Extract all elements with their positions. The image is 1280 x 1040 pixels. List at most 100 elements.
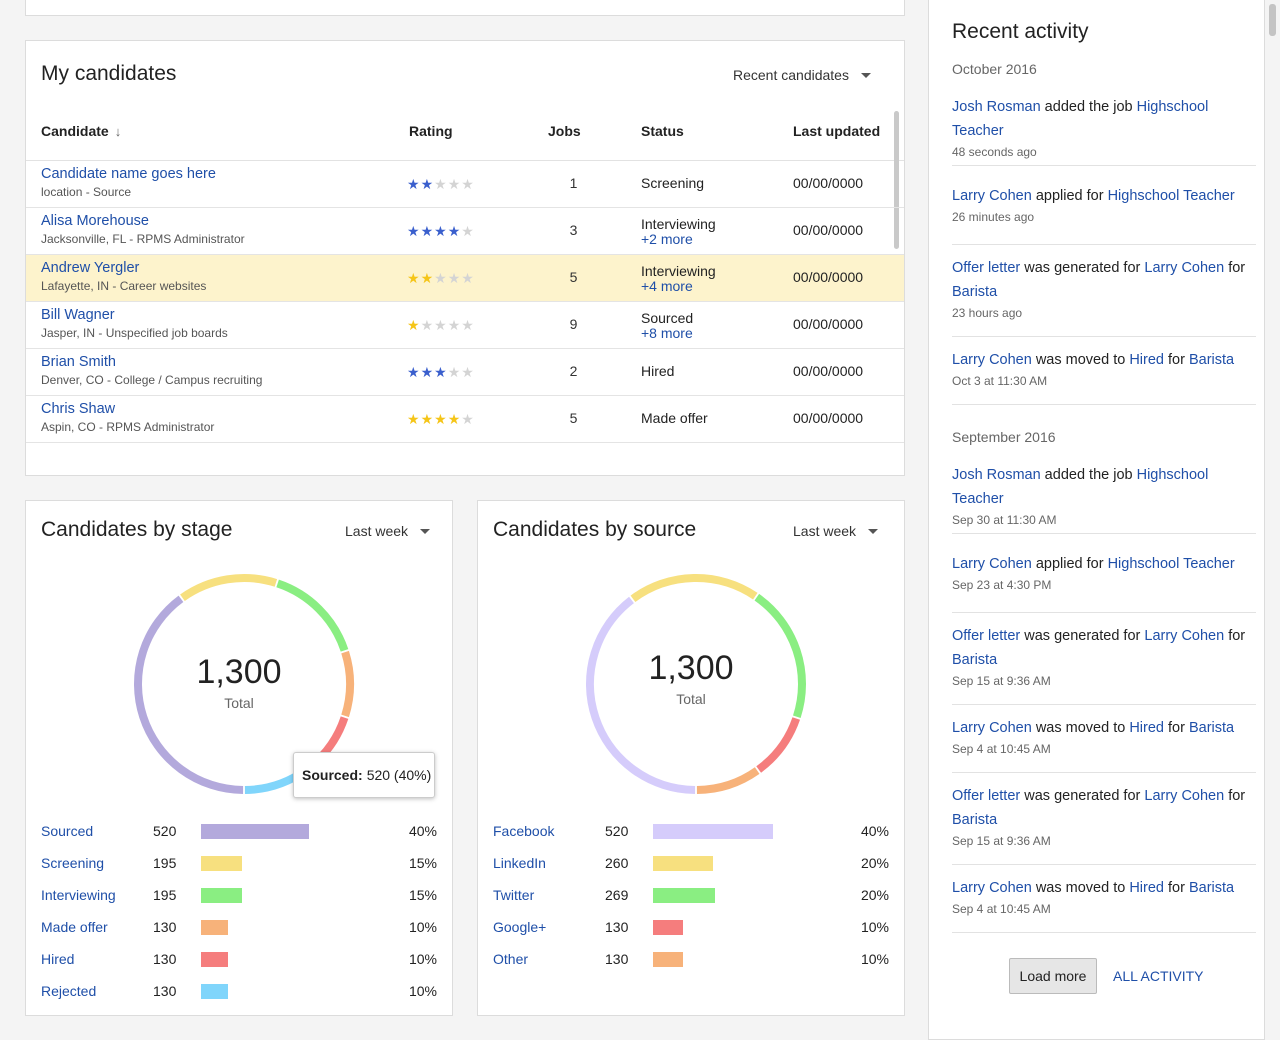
column-header-status[interactable]: Status: [641, 123, 684, 139]
candidate-name-link[interactable]: Brian Smith: [41, 354, 116, 370]
rating-stars[interactable]: ★★★★★: [407, 223, 475, 240]
activity-link[interactable]: Offer letter: [952, 260, 1021, 276]
star-filled-icon[interactable]: ★: [434, 364, 448, 380]
star-empty-icon[interactable]: ★: [447, 317, 462, 333]
star-filled-icon[interactable]: ★: [420, 270, 435, 286]
table-scrollbar[interactable]: [894, 111, 899, 249]
star-filled-icon[interactable]: ★: [407, 364, 421, 380]
activity-link[interactable]: Larry Cohen: [1144, 788, 1225, 804]
activity-link[interactable]: Highschool Teacher: [952, 99, 1209, 139]
activity-link[interactable]: Barista: [952, 284, 998, 300]
rating-stars[interactable]: ★★★★★: [407, 411, 475, 428]
activity-link[interactable]: Hired: [1129, 880, 1164, 896]
donut-slice-made-offer[interactable]: [341, 650, 354, 718]
rating-stars[interactable]: ★★★★★: [407, 176, 475, 193]
activity-link[interactable]: Barista: [1188, 880, 1235, 896]
more-statuses-link[interactable]: +4 more: [641, 278, 693, 294]
star-filled-icon[interactable]: ★: [407, 411, 421, 427]
activity-link[interactable]: Larry Cohen: [952, 880, 1032, 896]
donut-slice-other[interactable]: [696, 767, 760, 794]
activity-link[interactable]: Larry Cohen: [952, 720, 1032, 736]
donut-slice-twitter[interactable]: [754, 593, 806, 718]
legend-label[interactable]: Twitter: [493, 887, 535, 903]
star-empty-icon[interactable]: ★: [420, 317, 435, 333]
star-empty-icon[interactable]: ★: [447, 176, 462, 192]
star-filled-icon[interactable]: ★: [407, 176, 421, 192]
star-empty-icon[interactable]: ★: [461, 411, 475, 427]
legend-label[interactable]: Interviewing: [41, 887, 116, 903]
star-filled-icon[interactable]: ★: [407, 270, 421, 286]
star-empty-icon[interactable]: ★: [447, 364, 462, 380]
donut-slice-sourced[interactable]: [134, 595, 244, 794]
load-more-button[interactable]: Load more: [1009, 958, 1097, 994]
all-activity-link[interactable]: ALL ACTIVITY: [1113, 968, 1204, 984]
stage-donut-chart[interactable]: [129, 569, 359, 799]
legend-label[interactable]: Other: [493, 951, 529, 967]
activity-link[interactable]: Larry Cohen: [952, 556, 1032, 572]
column-header-jobs[interactable]: Jobs: [548, 123, 581, 139]
legend-label[interactable]: Made offer: [41, 919, 108, 935]
star-empty-icon[interactable]: ★: [461, 223, 475, 239]
table-row[interactable]: Bill Wagner Jasper, IN - Unspecified job …: [26, 302, 904, 349]
candidate-name-link[interactable]: Bill Wagner: [41, 307, 115, 323]
star-filled-icon[interactable]: ★: [420, 223, 435, 239]
candidates-filter-dropdown[interactable]: Recent candidates: [733, 67, 871, 83]
star-empty-icon[interactable]: ★: [461, 270, 475, 286]
activity-link[interactable]: Hired: [1129, 720, 1164, 736]
donut-slice-interviewing[interactable]: [276, 579, 349, 652]
star-empty-icon[interactable]: ★: [434, 176, 448, 192]
activity-link[interactable]: Barista: [1188, 720, 1235, 736]
donut-slice-google-[interactable]: [756, 717, 801, 773]
star-filled-icon[interactable]: ★: [434, 223, 448, 239]
activity-link[interactable]: Barista: [952, 652, 998, 668]
more-statuses-link[interactable]: +8 more: [641, 325, 693, 341]
donut-slice-screening[interactable]: [180, 574, 278, 601]
activity-link[interactable]: Larry Cohen: [952, 188, 1032, 204]
table-row[interactable]: Brian Smith Denver, CO - College / Campus…: [26, 349, 904, 396]
star-empty-icon[interactable]: ★: [434, 317, 448, 333]
star-filled-icon[interactable]: ★: [407, 317, 421, 333]
activity-link[interactable]: Barista: [952, 812, 998, 828]
legend-label[interactable]: Facebook: [493, 823, 555, 839]
donut-slice-linkedin[interactable]: [630, 574, 758, 603]
activity-link[interactable]: Larry Cohen: [1144, 628, 1225, 644]
star-empty-icon[interactable]: ★: [447, 270, 462, 286]
column-header-candidate[interactable]: Candidate ↓: [41, 123, 122, 139]
activity-link[interactable]: Highschool Teacher: [1107, 556, 1235, 572]
activity-link[interactable]: Larry Cohen: [952, 352, 1032, 368]
source-donut-chart[interactable]: [581, 569, 811, 799]
column-header-rating[interactable]: Rating: [409, 123, 453, 139]
star-filled-icon[interactable]: ★: [447, 411, 462, 427]
star-empty-icon[interactable]: ★: [434, 270, 448, 286]
activity-link[interactable]: Highschool Teacher: [952, 467, 1209, 507]
activity-link[interactable]: Barista: [1188, 352, 1235, 368]
column-header-last-updated[interactable]: Last updated: [793, 123, 881, 139]
legend-label[interactable]: Sourced: [41, 823, 94, 839]
candidate-name-link[interactable]: Candidate name goes here: [41, 166, 216, 182]
table-row[interactable]: Andrew Yergler Lafayette, IN - Career web…: [26, 255, 904, 302]
activity-link[interactable]: Offer letter: [952, 788, 1021, 804]
star-filled-icon[interactable]: ★: [420, 176, 435, 192]
candidate-name-link[interactable]: Chris Shaw: [41, 401, 116, 417]
star-filled-icon[interactable]: ★: [434, 411, 448, 427]
candidate-name-link[interactable]: Andrew Yergler: [41, 260, 140, 276]
star-filled-icon[interactable]: ★: [420, 411, 435, 427]
star-empty-icon[interactable]: ★: [461, 176, 475, 192]
stage-filter-dropdown[interactable]: Last week: [345, 523, 431, 539]
table-row[interactable]: Candidate name goes here location - Sourc…: [26, 161, 904, 208]
activity-link[interactable]: Larry Cohen: [1144, 260, 1225, 276]
table-row[interactable]: Alisa Morehouse Jacksonville, FL - RPMS A…: [26, 208, 904, 255]
activity-link[interactable]: Highschool Teacher: [1107, 188, 1235, 204]
star-empty-icon[interactable]: ★: [461, 364, 475, 380]
table-row[interactable]: Chris Shaw Aspin, CO - RPMS Administrator…: [26, 396, 904, 443]
legend-label[interactable]: Rejected: [41, 983, 97, 999]
donut-slice-facebook[interactable]: [586, 596, 696, 794]
page-scrollbar[interactable]: [1266, 0, 1280, 1040]
source-filter-dropdown[interactable]: Last week: [793, 523, 879, 539]
star-filled-icon[interactable]: ★: [420, 364, 435, 380]
rating-stars[interactable]: ★★★★★: [407, 270, 475, 287]
star-filled-icon[interactable]: ★: [447, 223, 462, 239]
star-filled-icon[interactable]: ★: [407, 223, 421, 239]
activity-link[interactable]: Josh Rosman: [952, 99, 1041, 115]
more-statuses-link[interactable]: +2 more: [641, 231, 693, 247]
